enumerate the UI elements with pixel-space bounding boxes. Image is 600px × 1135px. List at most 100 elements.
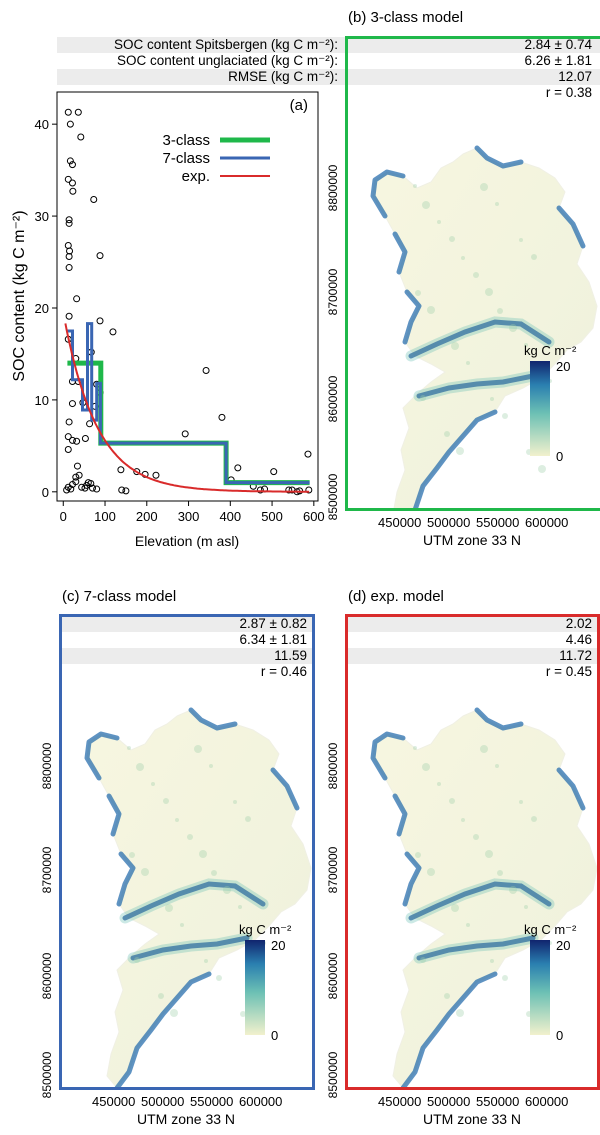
data-point: [64, 175, 72, 183]
vegetation-patch: [415, 290, 421, 296]
vegetation-patch: [127, 746, 131, 750]
y-tick-label-40: 40: [35, 117, 49, 132]
legend-label-7-class: 7-class: [162, 150, 210, 167]
panel-title-b: (b) 3-class model: [348, 9, 464, 26]
vegetation-patch: [449, 798, 455, 804]
coastal-soc-band: [556, 767, 586, 811]
x-tick-label-c-500000: 500000: [141, 1094, 185, 1109]
coastal-soc-band: [370, 731, 406, 781]
vegetation-patch: [165, 904, 173, 912]
data-point: [66, 157, 74, 165]
y-tick-label-c-8700000: 8700000: [40, 846, 54, 893]
stats-row-band-1: [57, 37, 600, 53]
colorbar-b: [530, 361, 550, 456]
panel-frame-c: [59, 614, 315, 1090]
data-point: [72, 473, 80, 481]
x-tick-label-b-600000: 600000: [525, 515, 569, 530]
panel-label-a: (a): [290, 97, 308, 114]
vegetation-patch: [209, 764, 213, 768]
colorbar-max-d: 20: [556, 938, 570, 953]
vegetation-patch: [480, 183, 488, 191]
x-tick-label-b-450000: 450000: [378, 515, 422, 530]
stats-row-band-c-3: [59, 648, 315, 664]
y-tick-label-10: 10: [35, 393, 49, 408]
vegetation-patch: [216, 975, 222, 981]
y-tick-label-c-8800000: 8800000: [40, 742, 54, 789]
colorbar-c: [245, 940, 265, 1035]
stats-row-band-d-3: [345, 648, 600, 664]
x-tick-label-b-550000: 550000: [476, 515, 520, 530]
x-axis-label: Elevation (m asl): [135, 533, 239, 549]
data-point: [181, 430, 189, 438]
series-line-exp: [64, 323, 310, 493]
vegetation-patch: [134, 957, 140, 963]
vegetation-patch: [141, 868, 149, 876]
svg-text:8800000: 8800000: [40, 742, 54, 789]
stats-row-band-c-1: [59, 616, 315, 632]
data-point: [63, 486, 71, 494]
vegetation-patch: [473, 834, 479, 840]
vegetation-patch: [136, 763, 144, 771]
fjord-soc-band: [416, 935, 536, 961]
x-axis-label-b: UTM zone 33 N: [423, 532, 522, 548]
data-point: [285, 486, 293, 494]
vegetation-patch: [538, 465, 546, 473]
stats-row-band-3: [57, 69, 600, 85]
vegetation-patch: [524, 905, 528, 909]
vegetation-patch: [461, 818, 465, 822]
vegetation-patch: [502, 975, 508, 981]
x-tick-label-200: 200: [136, 509, 158, 524]
x-tick-label-c-550000: 550000: [190, 1094, 234, 1109]
data-point: [73, 437, 81, 445]
vegetation-patch: [199, 850, 207, 858]
data-point: [77, 133, 85, 141]
vegetation-patch: [233, 800, 237, 804]
vegetation-patch: [449, 236, 455, 242]
vegetation-patch: [151, 782, 155, 786]
data-point: [122, 487, 130, 495]
stats-row-band-d-1: [345, 616, 600, 632]
data-point: [218, 413, 226, 421]
data-point: [67, 485, 75, 493]
data-point: [65, 253, 73, 261]
fjord-soc-band: [122, 881, 266, 921]
panel-d-stat-1: 4.46: [565, 632, 592, 647]
coastal-soc-band: [402, 289, 422, 345]
vegetation-patch: [175, 818, 179, 822]
svg-text:8600000: 8600000: [326, 952, 340, 999]
x-tick-label-b-500000: 500000: [427, 515, 471, 530]
y-tick-label-b-8800000: 8800000: [326, 164, 340, 211]
coastal-soc-band: [556, 205, 586, 249]
vegetation-patch: [204, 959, 208, 963]
y-tick-label-d-8600000: 8600000: [326, 952, 340, 999]
elevation-soc-chart: 0 10 20 30 40 0 100 200 300 400 500 600 3-class7-c…: [11, 91, 325, 549]
vegetation-patch: [187, 834, 193, 840]
y-tick-label-b-8600000: 8600000: [326, 375, 340, 422]
vegetation-patch: [524, 343, 528, 347]
panel-c-stat-3: r = 0.46: [260, 664, 307, 679]
vegetation-patch: [194, 745, 202, 753]
coastal-soc-band: [392, 793, 408, 837]
panel-d-stat-3: r = 0.45: [545, 664, 592, 679]
vegetation-patch: [485, 288, 493, 296]
data-point: [117, 466, 125, 474]
y-tick-label-0: 0: [42, 485, 49, 500]
x-tick-label-d-450000: 450000: [378, 1094, 422, 1109]
x-tick-label-c-600000: 600000: [239, 1094, 283, 1109]
coastal-soc-band: [474, 145, 524, 169]
x-tick-label-100: 100: [94, 509, 116, 524]
vegetation-patch: [245, 816, 251, 822]
vegetation-patch: [509, 324, 517, 332]
vegetation-patch: [485, 850, 493, 858]
svg-text:8700000: 8700000: [326, 846, 340, 893]
coastal-soc-band: [474, 707, 524, 731]
vegetation-patch: [466, 923, 470, 927]
data-point: [68, 436, 76, 444]
panel-b-stat-0: 2.84 ± 0.74: [524, 37, 592, 52]
data-point: [304, 450, 312, 458]
vegetation-patch: [490, 959, 494, 963]
data-point: [64, 108, 72, 116]
coastal-soc-band: [392, 231, 408, 275]
y-tick-label-c-8500000: 8500000: [40, 1051, 54, 1098]
fjord-soc-band: [416, 373, 536, 399]
